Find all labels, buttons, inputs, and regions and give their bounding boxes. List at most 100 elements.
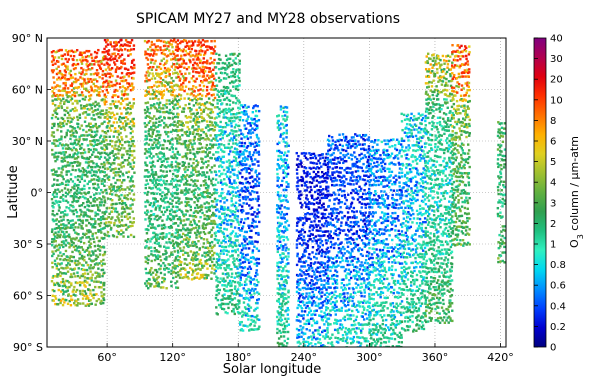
observation-point xyxy=(71,64,74,67)
observation-point xyxy=(233,94,237,98)
observation-point xyxy=(117,49,120,52)
observation-point xyxy=(160,210,163,214)
observation-point xyxy=(224,284,227,287)
observation-point xyxy=(254,301,258,305)
observation-point xyxy=(149,246,153,249)
observation-point xyxy=(70,49,74,52)
observation-point xyxy=(95,299,98,303)
observation-point xyxy=(282,280,286,283)
observation-point xyxy=(187,106,190,110)
observation-point xyxy=(166,215,170,218)
observation-point xyxy=(249,207,252,210)
observation-point xyxy=(93,196,97,200)
observation-point xyxy=(67,170,71,173)
observation-point xyxy=(190,47,194,51)
observation-point xyxy=(280,222,283,225)
observation-point xyxy=(166,83,170,86)
observation-point xyxy=(97,115,100,119)
observation-point xyxy=(111,202,114,206)
observation-point xyxy=(243,148,247,152)
observation-point xyxy=(190,174,193,177)
observation-point xyxy=(245,119,248,123)
observation-point xyxy=(78,127,82,130)
observation-point xyxy=(196,272,200,275)
observation-point xyxy=(223,293,226,296)
observation-point xyxy=(212,62,215,65)
observation-point xyxy=(120,229,123,232)
observation-point xyxy=(94,155,97,158)
observation-point xyxy=(167,226,171,229)
observation-point xyxy=(64,272,68,275)
observation-point xyxy=(71,168,74,172)
observation-point xyxy=(144,186,148,190)
observation-point xyxy=(230,160,233,164)
observation-point xyxy=(215,306,218,309)
observation-point xyxy=(236,176,240,179)
observation-point xyxy=(187,143,191,146)
observation-point xyxy=(117,133,121,136)
observation-point xyxy=(65,93,68,97)
observation-point xyxy=(204,40,207,43)
observation-point xyxy=(129,88,133,92)
observation-point xyxy=(50,69,54,72)
observation-point xyxy=(120,102,123,106)
observation-point xyxy=(212,192,216,195)
observation-point xyxy=(53,237,56,241)
observation-point xyxy=(89,209,92,213)
observation-point xyxy=(193,166,196,169)
observation-point xyxy=(282,283,286,287)
observation-point xyxy=(109,163,113,166)
observation-point xyxy=(227,289,230,293)
observation-point xyxy=(119,55,122,58)
observation-point xyxy=(150,266,153,270)
observation-point xyxy=(131,106,134,109)
observation-point xyxy=(66,241,70,245)
observation-point xyxy=(190,112,193,116)
observation-point xyxy=(257,118,261,122)
observation-point xyxy=(62,242,66,245)
observation-point xyxy=(224,289,227,293)
observation-point xyxy=(143,211,147,214)
observation-point xyxy=(248,191,251,195)
observation-point xyxy=(242,145,246,148)
observation-point xyxy=(220,245,224,248)
observation-point xyxy=(123,201,127,205)
observation-point xyxy=(209,57,212,60)
observation-point xyxy=(156,250,159,253)
observation-point xyxy=(279,213,282,216)
observation-point xyxy=(277,266,280,269)
observation-point xyxy=(80,213,83,216)
observation-point xyxy=(255,315,258,319)
observation-point xyxy=(117,213,121,216)
observation-point xyxy=(59,258,62,261)
observation-point xyxy=(103,175,106,178)
observation-point xyxy=(210,204,214,208)
observation-point xyxy=(94,222,97,225)
observation-point xyxy=(226,86,230,90)
observation-point xyxy=(57,138,61,141)
observation-point xyxy=(233,155,236,159)
observation-point xyxy=(221,261,224,265)
observation-point xyxy=(257,280,260,284)
observation-point xyxy=(225,259,229,262)
observation-point xyxy=(168,209,172,213)
observation-point xyxy=(240,137,243,140)
observation-point xyxy=(89,254,93,257)
observation-point xyxy=(61,226,65,230)
observation-point xyxy=(223,262,226,265)
observation-point xyxy=(103,51,106,54)
observation-point xyxy=(278,240,282,243)
observation-point xyxy=(51,90,54,93)
observation-point xyxy=(216,106,219,109)
observation-point xyxy=(280,313,284,317)
observation-point xyxy=(282,335,286,338)
observation-point xyxy=(162,121,166,125)
observation-point xyxy=(210,51,213,55)
observation-point xyxy=(168,73,171,76)
observation-point xyxy=(148,111,151,115)
observation-point xyxy=(180,189,183,192)
observation-point xyxy=(280,158,284,162)
observation-point xyxy=(230,52,234,56)
observation-point xyxy=(180,175,183,179)
observation-point xyxy=(242,235,246,238)
